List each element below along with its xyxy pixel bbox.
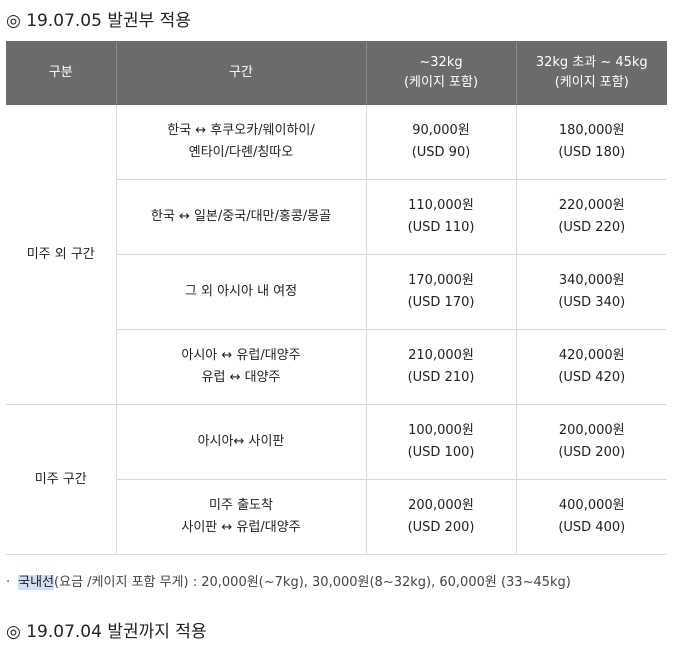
table-header-row: 구분 구간 ~32kg (케이지 포함) 32kg 초과 ~ 45kg (케이지 포… bbox=[6, 41, 667, 105]
price-cell-32kg: 210,000원 (USD 210) bbox=[365, 329, 516, 405]
price-cell-45kg: 340,000원 (USD 340) bbox=[515, 254, 667, 330]
table-row: 미주 구간 아시아↔ 사이판 100,000원 (USD 100) 200,000… bbox=[6, 404, 667, 555]
route-cell: 한국 ↔ 후쿠오카/웨이하이/옌타이/다롄/칭따오 bbox=[115, 105, 366, 180]
price-cell-32kg: 100,000원 (USD 100) bbox=[365, 404, 516, 480]
route-cell: 그 외 아시아 내 여정 bbox=[115, 254, 366, 330]
table-row: 아시아 ↔ 유럽/대양주 유럽 ↔ 대양주 210,000원 (USD 210) 4… bbox=[6, 329, 667, 405]
price-cell-32kg: 110,000원 (USD 110) bbox=[365, 179, 516, 255]
section-heading-current: ◎ 19.07.05 발권부 적용 bbox=[6, 11, 191, 31]
price-cell-45kg: 420,000원 (USD 420) bbox=[515, 329, 667, 405]
route-cell: 미주 출도착 사이판 ↔ 유럽/대양주 bbox=[115, 479, 366, 555]
pet-fee-table: 구분 구간 ~32kg (케이지 포함) 32kg 초과 ~ 45kg (케이지 포… bbox=[6, 41, 667, 555]
header-category: 구분 bbox=[6, 41, 116, 105]
route-cell: 한국 ↔ 일본/중국/대만/홍콩/몽골 bbox=[115, 179, 366, 255]
table-row: 한국 ↔ 일본/중국/대만/홍콩/몽골 110,000원 (USD 110) 22… bbox=[6, 179, 667, 255]
domestic-fee-note: · 국내선(요금 /케이지 포함 무게) : 20,000원(~7kg), 30,… bbox=[6, 571, 571, 590]
price-cell-32kg: 170,000원 (USD 170) bbox=[365, 254, 516, 330]
group-label-non-americas: 미주 외 구간 bbox=[6, 105, 116, 405]
group-label-americas: 미주 구간 bbox=[6, 404, 116, 555]
section-heading-previous: ◎ 19.07.04 발권까지 적용 bbox=[6, 622, 207, 642]
price-cell-45kg: 200,000원 (USD 200) bbox=[515, 404, 667, 480]
route-cell: 아시아↔ 사이판 bbox=[115, 404, 366, 480]
note-bullet: · bbox=[6, 575, 11, 590]
header-weight-up-to-32kg: ~32kg (케이지 포함) bbox=[365, 41, 516, 105]
header-route: 구간 bbox=[115, 41, 366, 105]
price-cell-32kg: 200,000원 (USD 200) bbox=[365, 479, 516, 555]
table-row: 미주 출도착 사이판 ↔ 유럽/대양주 200,000원 (USD 200) 400… bbox=[6, 479, 667, 555]
price-cell-45kg: 180,000원 (USD 180) bbox=[515, 105, 667, 180]
note-text: (요금 /케이지 포함 무게) : 20,000원(~7kg), 30,000원… bbox=[54, 575, 571, 590]
route-cell: 아시아 ↔ 유럽/대양주 유럽 ↔ 대양주 bbox=[115, 329, 366, 405]
domestic-highlight: 국내선 bbox=[18, 575, 55, 590]
price-cell-45kg: 220,000원 (USD 220) bbox=[515, 179, 667, 255]
table-row: 그 외 아시아 내 여정 170,000원 (USD 170) 340,000원(… bbox=[6, 254, 667, 330]
price-cell-45kg: 400,000원 (USD 400) bbox=[515, 479, 667, 555]
header-weight-32-45kg: 32kg 초과 ~ 45kg (케이지 포함) bbox=[515, 41, 667, 105]
table-row: 미주 외 구간 한국 ↔ 후쿠오카/웨이하이/옌타이/다롄/칭따오 90,000… bbox=[6, 105, 667, 405]
price-cell-32kg: 90,000원 (USD 90) bbox=[365, 105, 516, 180]
